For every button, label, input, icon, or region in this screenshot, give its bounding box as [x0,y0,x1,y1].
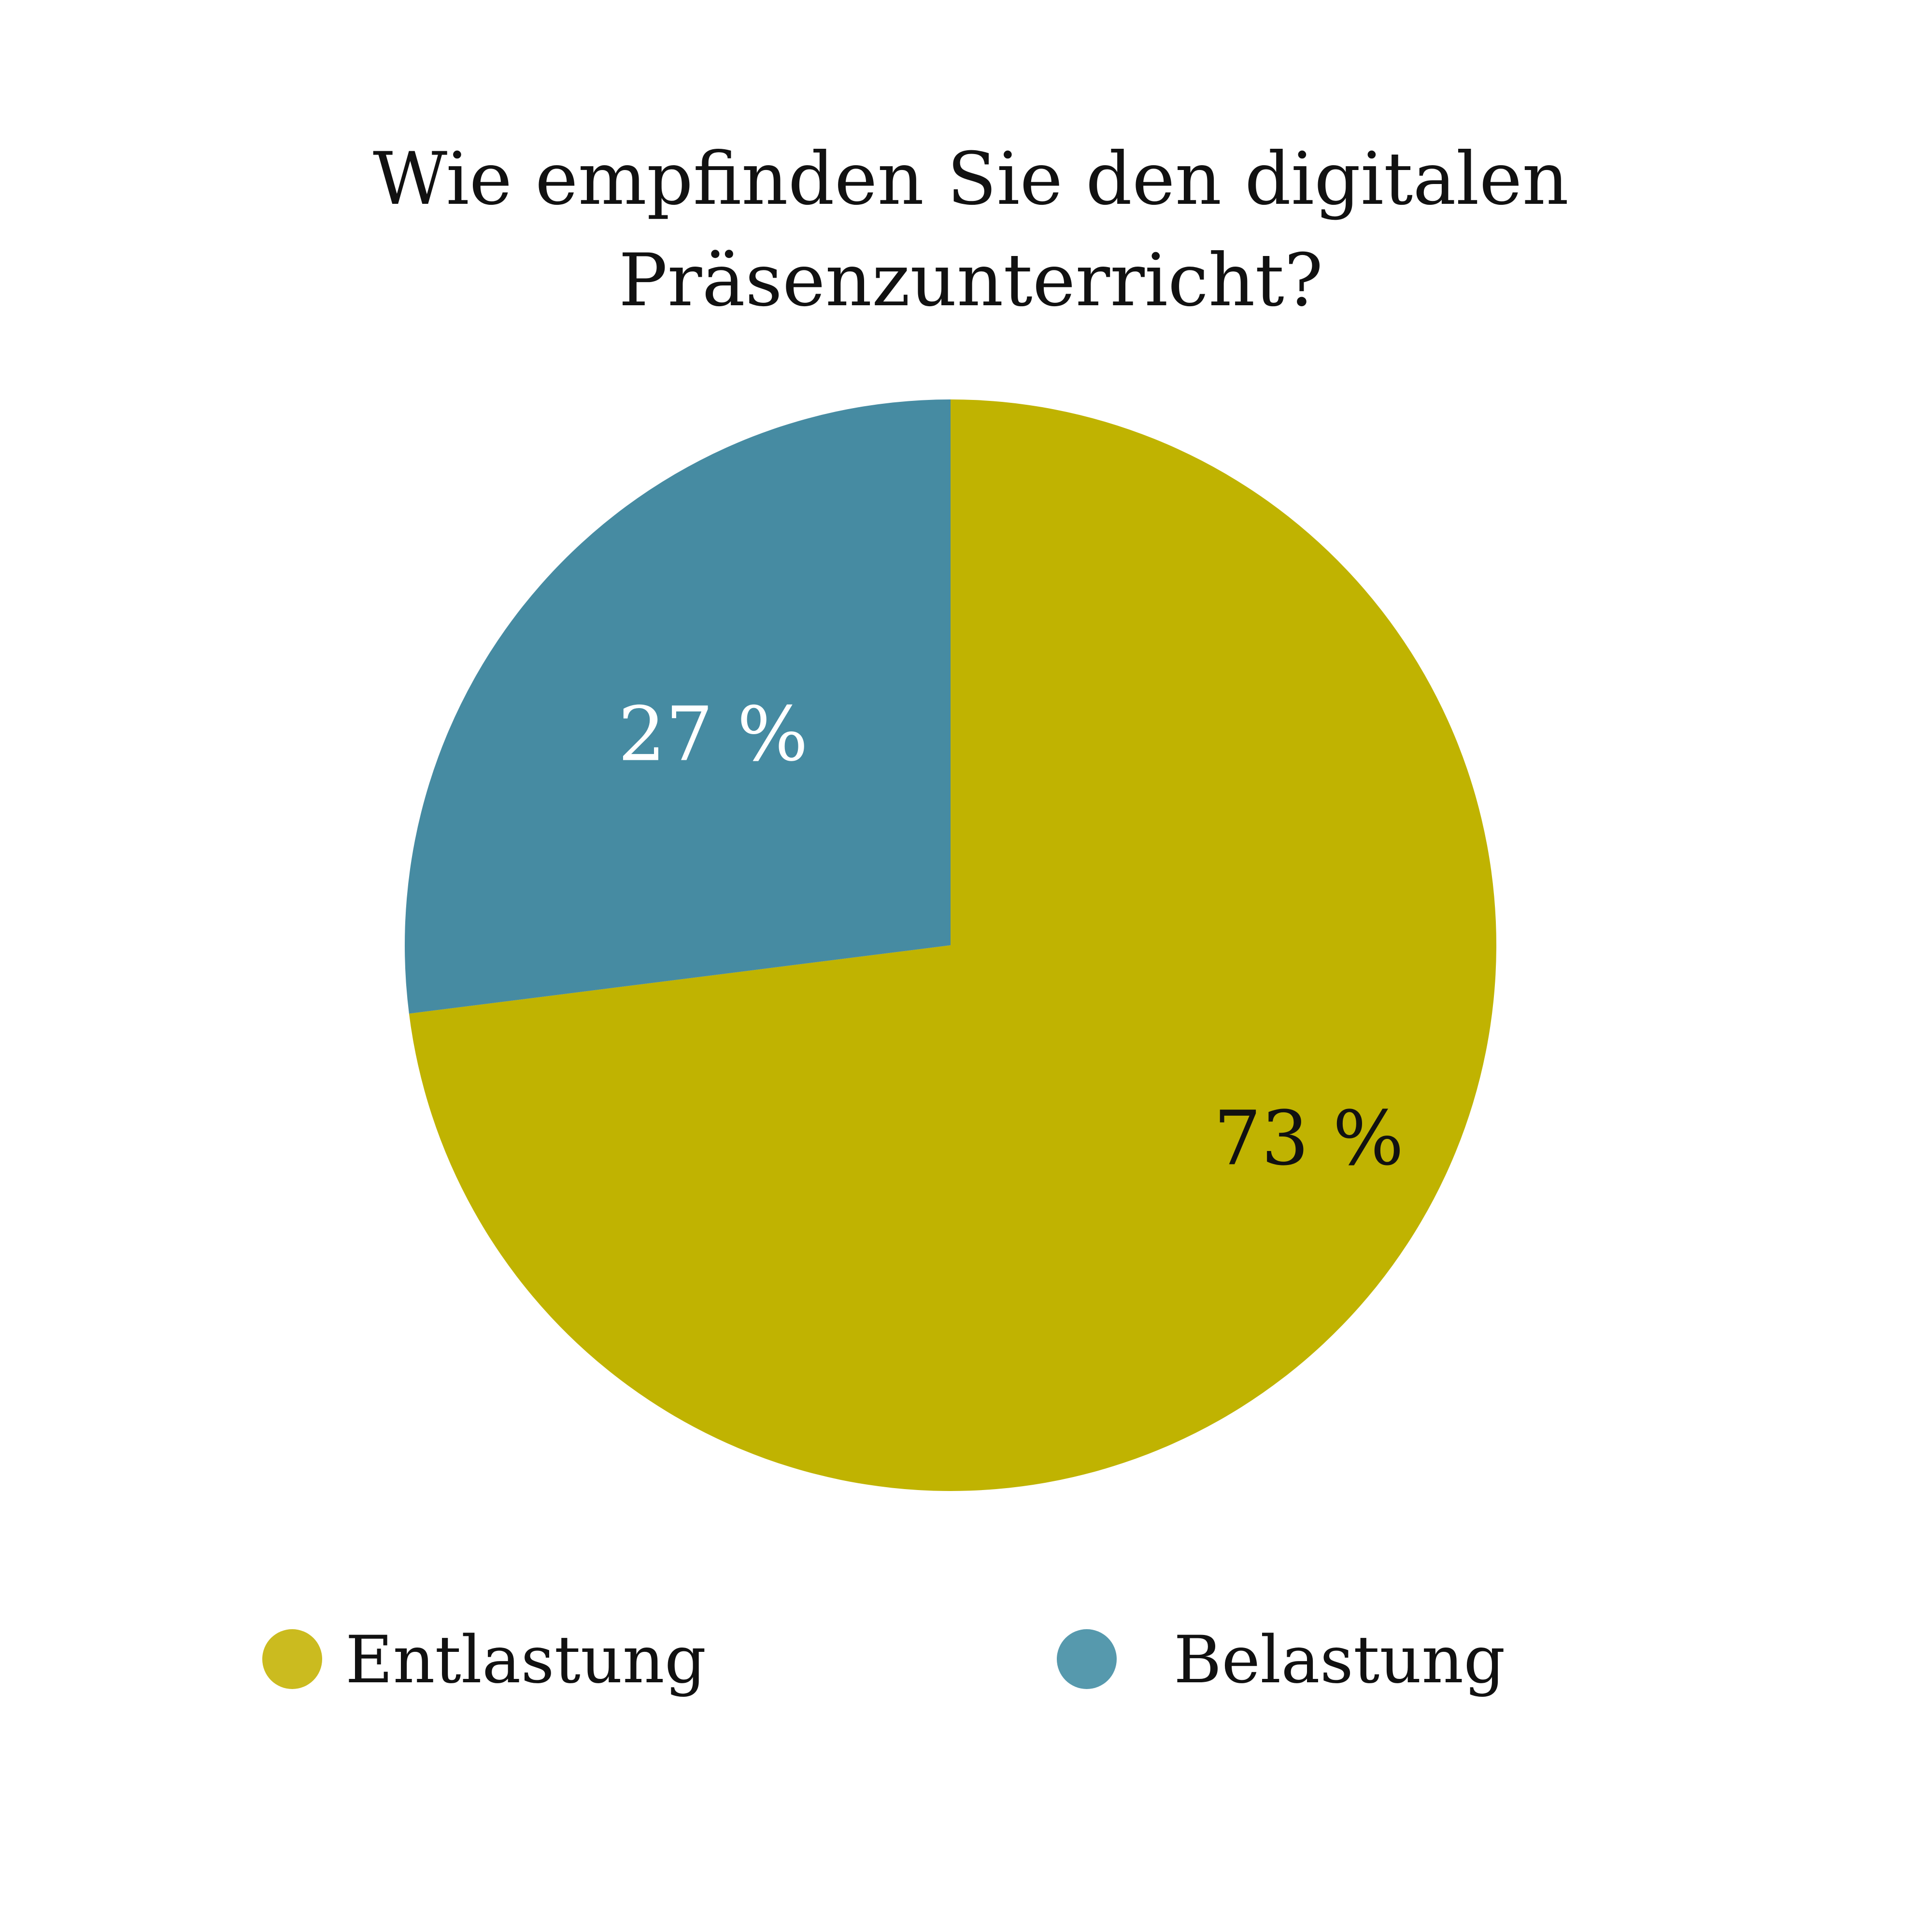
legend-swatch-belastung [1057,1629,1117,1689]
legend-item-belastung: Belastung [1057,1622,1506,1698]
pie-slice-belastung [405,399,951,1014]
slice-label-entlastung: 73 % [1214,1094,1404,1182]
chart-title-line-2: Präsenzunterricht? [619,239,1323,323]
legend: Entlastung Belastung [262,1622,1506,1698]
pie-slice-entlastung [409,399,1497,1492]
legend-item-entlastung: Entlastung [262,1622,706,1698]
legend-swatch-entlastung [262,1629,322,1689]
pie-slices [405,399,1497,1492]
chart-title-line-1: Wie empfinden Sie den digitalen [373,137,1569,221]
slice-label-belastung: 27 % [618,691,808,778]
chart-title: Wie empfinden Sie den digitalen Präsenzu… [373,137,1569,323]
pie-slice-labels: 73 % 27 % [618,691,1404,1182]
legend-label-belastung: Belastung [1174,1622,1506,1698]
legend-label-entlastung: Entlastung [345,1622,706,1698]
